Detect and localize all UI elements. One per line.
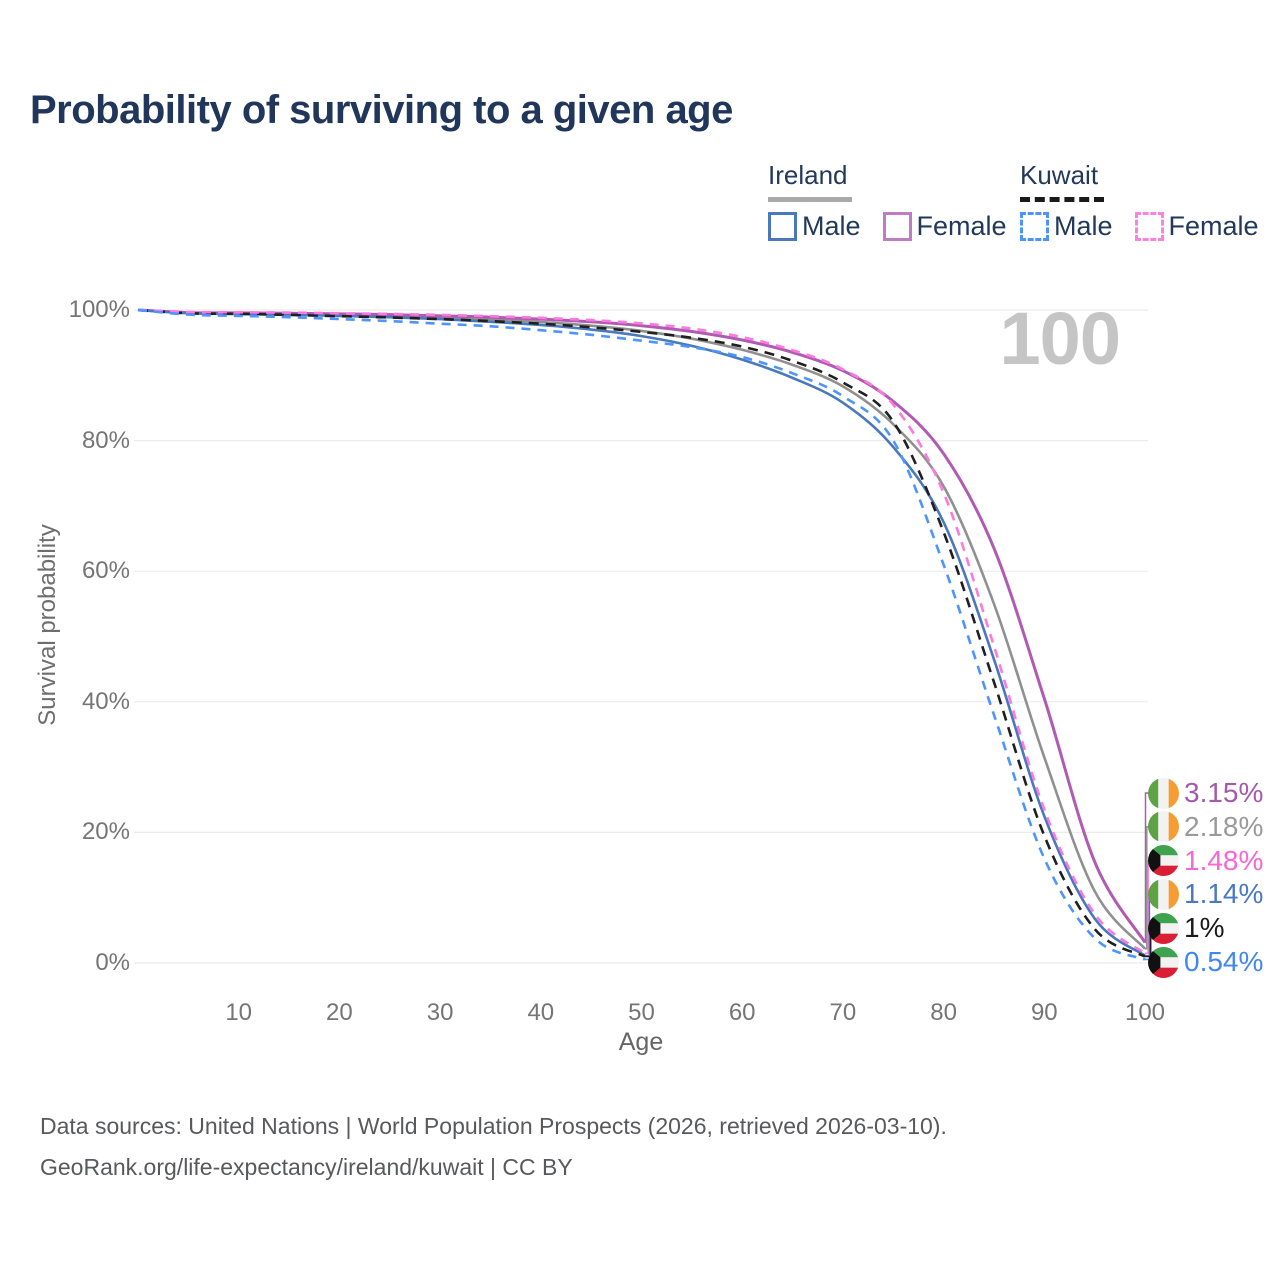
- end-label-value: 1.14%: [1184, 878, 1264, 910]
- x-tick-label: 50: [628, 999, 655, 1026]
- x-tick-label: 20: [326, 999, 353, 1026]
- x-axis-title: Age: [618, 1028, 664, 1056]
- y-tick-label: 40%: [81, 687, 130, 715]
- legend-label: Male: [802, 211, 861, 241]
- legend-country-kuwait: Kuwait: [1020, 160, 1099, 190]
- ireland-male-swatch: [768, 212, 797, 241]
- legend-label: Female: [1168, 211, 1259, 241]
- end-label-value: 2.18%: [1184, 810, 1264, 842]
- y-axis-title: Survival probability: [34, 524, 61, 726]
- footer-attribution[interactable]: GeoRank.org/life-expectancy/ireland/kuwa…: [40, 1154, 573, 1180]
- footer: Data sources: United Nations | World Pop…: [40, 1106, 947, 1188]
- end-label-kuwait-male[interactable]: 0.54%: [1148, 946, 1263, 978]
- x-tick-label: 40: [527, 999, 555, 1026]
- y-tick-label: 0%: [95, 949, 130, 976]
- legend-item-kuwait-male[interactable]: Male: [1020, 211, 1113, 242]
- page-title: Probability of surviving to a given age: [30, 88, 733, 132]
- kuwait-dashed-line-swatch: [1020, 197, 1104, 202]
- legend-group-kuwait: Kuwait Male Female: [1020, 160, 1259, 242]
- end-label-value: 0.54%: [1184, 946, 1264, 977]
- y-tick-label: 80%: [81, 426, 130, 454]
- legend-item-ireland-female[interactable]: Female: [882, 211, 1007, 242]
- ireland-female-swatch: [882, 212, 912, 241]
- legend-label: Female: [916, 211, 1007, 241]
- series-line-ireland-female[interactable]: [137, 308, 1147, 944]
- kuwait-flag-icon: [1148, 845, 1179, 877]
- footer-sources: Data sources: United Nations | World Pop…: [40, 1113, 947, 1139]
- series-line-ireland-total[interactable]: [137, 308, 1146, 950]
- end-label-ireland-female[interactable]: 3.15%: [1148, 777, 1263, 809]
- end-label-value: 1.48%: [1184, 844, 1264, 876]
- end-label-value: 3.15%: [1184, 777, 1264, 808]
- kuwait-flag-icon: [1148, 912, 1179, 944]
- kuwait-female-swatch: [1134, 212, 1164, 241]
- end-label-kuwait-total[interactable]: 1%: [1148, 912, 1224, 944]
- x-tick-label: 90: [1030, 999, 1058, 1026]
- series-line-kuwait-male[interactable]: [137, 308, 1146, 961]
- x-tick-label: 60: [728, 999, 756, 1026]
- x-tick-label: 30: [426, 999, 454, 1026]
- end-label-kuwait-female[interactable]: 1.48%: [1148, 845, 1263, 877]
- x-tick-label: 80: [930, 999, 957, 1026]
- y-tick-label: 20%: [81, 818, 130, 846]
- x-tick-label: 10: [225, 999, 253, 1026]
- legend-item-ireland-male[interactable]: Male: [768, 211, 861, 242]
- series-line-ireland-male[interactable]: [137, 308, 1146, 957]
- ireland-flag-icon: [1148, 811, 1179, 843]
- series-line-kuwait-total[interactable]: [137, 308, 1146, 958]
- series-line-kuwait-female[interactable]: [137, 308, 1146, 955]
- kuwait-flag-icon: [1148, 946, 1179, 978]
- kuwait-male-swatch: [1020, 212, 1049, 241]
- end-label-ireland-male[interactable]: 1.14%: [1148, 878, 1263, 910]
- legend-group-ireland: Ireland Male Female: [768, 160, 1007, 242]
- end-label-ireland-total[interactable]: 2.18%: [1148, 811, 1263, 843]
- end-label-value: 1%: [1184, 912, 1225, 944]
- ireland-flag-icon: [1148, 878, 1179, 910]
- x-tick-label: 70: [829, 999, 857, 1026]
- y-tick-label: 100%: [68, 296, 130, 323]
- legend-item-kuwait-female[interactable]: Female: [1134, 211, 1259, 242]
- ireland-solid-line-swatch: [768, 197, 852, 202]
- x-tick-label: 100: [1124, 999, 1166, 1026]
- legend-country-ireland: Ireland: [768, 160, 848, 190]
- age-watermark: 100: [999, 297, 1121, 380]
- y-tick-label: 60%: [81, 557, 130, 585]
- ireland-flag-icon: [1148, 777, 1179, 809]
- legend-label: Male: [1054, 211, 1113, 241]
